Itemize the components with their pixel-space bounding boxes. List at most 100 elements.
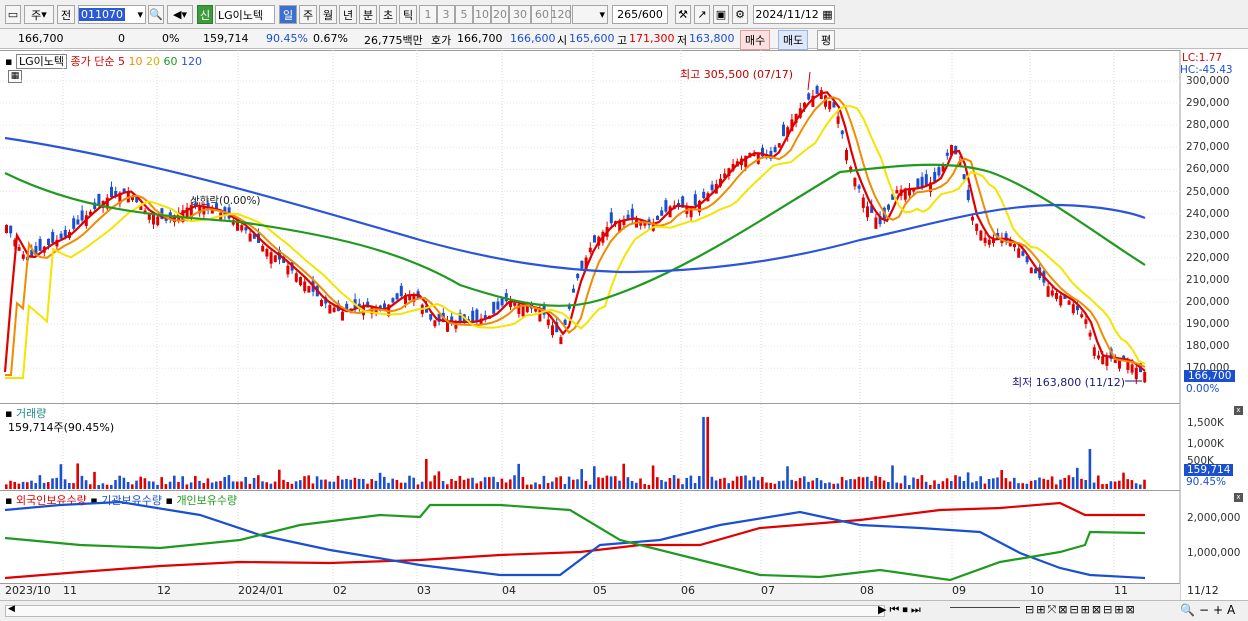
holding-legend: ▪ 외국인보유수량 ▪ 기관보유수량 ▪ 개인보유수량 <box>5 494 238 507</box>
period-week[interactable]: 주 <box>299 5 317 24</box>
zoom-controls[interactable]: 🔍−+A <box>1180 603 1240 617</box>
volume-value: 159,714주(90.45%) <box>8 421 115 434</box>
x-label: 09 <box>952 584 966 597</box>
toolbar: ▭ 주 ▾ 전 011070 ▾ 🔍 ◀▾ 신 LG이노텍 일 주 월 년 분 초 … <box>0 0 1248 29</box>
volume-tag: 159,714 <box>1184 464 1234 476</box>
volume-panel-title: ▪ 거래량 <box>5 407 47 420</box>
price-axis-label: 240,000 <box>1186 207 1230 220</box>
date-input[interactable]: 2024/11/12 ▦ <box>753 5 835 24</box>
scrollbar[interactable]: ◀ <box>5 604 885 617</box>
interval-5[interactable]: 5 <box>455 5 473 24</box>
chart-tools-icon[interactable]: ⚒ <box>675 5 691 24</box>
high-annotation: 최고 305,500 (07/17) <box>680 68 794 81</box>
vol-axis-1000k: 1,000K <box>1187 438 1224 450</box>
prev-button[interactable]: 전 <box>57 5 75 24</box>
gear-icon[interactable]: ⚙ <box>732 5 748 24</box>
price-axis-label: 230,000 <box>1186 229 1230 242</box>
period-second[interactable]: 초 <box>379 5 397 24</box>
price-axis-label: 220,000 <box>1186 251 1230 264</box>
x-label: 06 <box>681 584 695 597</box>
open-price: 165,600 <box>569 32 615 45</box>
price-axis-label: 200,000 <box>1186 296 1230 308</box>
volume: 159,714 <box>203 32 249 45</box>
hoga-label: 호가 <box>431 34 452 47</box>
amount: 26,775백만 <box>364 34 423 47</box>
price-axis-label: 290,000 <box>1186 97 1230 110</box>
x-label: 02 <box>333 584 347 597</box>
interval-1[interactable]: 1 <box>419 5 437 24</box>
low-label: 저 <box>677 34 688 47</box>
count-input[interactable]: 265/600 <box>612 5 668 24</box>
save-icon[interactable]: ▣ <box>713 5 729 24</box>
credit-badge: 신 <box>197 5 213 24</box>
interval-3[interactable]: 3 <box>437 5 455 24</box>
high-price: 171,300 <box>629 32 675 45</box>
market-select[interactable]: 주 ▾ <box>24 5 54 24</box>
hc-value: HC:-45.43 <box>1180 64 1233 76</box>
interval-120[interactable]: 120 <box>551 5 572 24</box>
holding-panel[interactable] <box>0 490 1180 583</box>
quote-bar: 166,700 0 0% 159,714 90.45% 0.67% 26,775… <box>0 29 1248 50</box>
x-label: 10 <box>1030 584 1044 597</box>
x-label: 05 <box>593 584 607 597</box>
event-annotation: 상한락(0.00%) <box>190 195 261 207</box>
interval-20[interactable]: 20 <box>491 5 509 24</box>
price-axis-label: 250,000 <box>1186 185 1230 198</box>
x-label: 08 <box>860 584 874 597</box>
x-label: 2024/01 <box>238 584 284 597</box>
price-axis-label: 260,000 <box>1186 163 1230 176</box>
holding-axis-2m: 2,000,000 <box>1187 512 1241 524</box>
open-label: 시 <box>557 34 568 47</box>
volume-pct: 90.45% <box>1186 476 1227 488</box>
bottom-bar: ◀ ▶⏮⏹⏭ ⊟⊞⤧⊠⊟⊞⊠⊟⊞⊠ 🔍−+A <box>0 600 1248 621</box>
code-input[interactable]: 011070 ▾ <box>78 5 146 24</box>
price-panel-title: ▪ LG이노텍 종가 단순 5 10 20 60 120 <box>5 54 202 69</box>
change: 0 <box>118 32 125 45</box>
close-icon[interactable]: x <box>1234 493 1243 502</box>
change-pct: 0% <box>162 32 180 45</box>
chart-window-icon[interactable]: ▭ <box>5 5 21 24</box>
low-annotation: 최저 163,800 (11/12) <box>1012 376 1126 389</box>
speaker-icon[interactable]: ◀▾ <box>167 5 193 24</box>
vol-axis-1500k: 1,500K <box>1187 417 1224 429</box>
period-month[interactable]: 월 <box>319 5 337 24</box>
interval-30[interactable]: 30 <box>509 5 531 24</box>
lc-value: LC:1.77 <box>1182 52 1223 64</box>
draw-icon[interactable]: ↗ <box>694 5 710 24</box>
interval-select[interactable]: ▾ <box>572 5 608 24</box>
period-tick[interactable]: 틱 <box>399 5 417 24</box>
table-icon[interactable]: ▦ <box>8 70 22 83</box>
zoom-slider[interactable] <box>950 607 1020 613</box>
current-pct: 0.00% <box>1186 383 1220 395</box>
price-axis-label: 210,000 <box>1186 273 1230 286</box>
x-label: 04 <box>502 584 516 597</box>
price-axis-label: 280,000 <box>1186 119 1230 132</box>
price-axis-label: 180,000 <box>1186 340 1230 353</box>
current-price-tag: 166,700 <box>1184 370 1236 382</box>
current-price: 166,700 <box>18 32 64 45</box>
turnover: 0.67% <box>313 32 348 45</box>
view-tools[interactable]: ⊟⊞⤧⊠⊟⊞⊠⊟⊞⊠ <box>1025 603 1137 616</box>
search-icon[interactable]: 🔍 <box>148 5 164 24</box>
high-label: 고 <box>617 34 628 47</box>
x-label: 03 <box>417 584 431 597</box>
period-day[interactable]: 일 <box>279 5 297 24</box>
interval-10[interactable]: 10 <box>473 5 491 24</box>
period-year[interactable]: 년 <box>339 5 357 24</box>
x-label-last: 11/12 <box>1187 584 1219 597</box>
buy-button[interactable]: 매수 <box>740 30 771 50</box>
price-axis-label: 300,000 <box>1186 75 1230 87</box>
volume-panel[interactable] <box>0 403 1180 490</box>
period-minute[interactable]: 분 <box>359 5 377 24</box>
x-label: 07 <box>761 584 775 597</box>
x-label: 11 <box>63 584 77 597</box>
play-controls[interactable]: ▶⏮⏹⏭ <box>878 603 924 616</box>
x-label: 11 <box>1114 584 1128 597</box>
sell-button[interactable]: 매도 <box>778 30 809 50</box>
eval-button[interactable]: 평 <box>817 30 836 50</box>
price-axis-label: 270,000 <box>1186 141 1230 154</box>
close-icon[interactable]: x <box>1234 406 1243 415</box>
price-panel[interactable] <box>0 50 1180 403</box>
holding-axis-1m: 1,000,000 <box>1187 547 1241 559</box>
ask-price: 166,700 <box>457 32 503 45</box>
